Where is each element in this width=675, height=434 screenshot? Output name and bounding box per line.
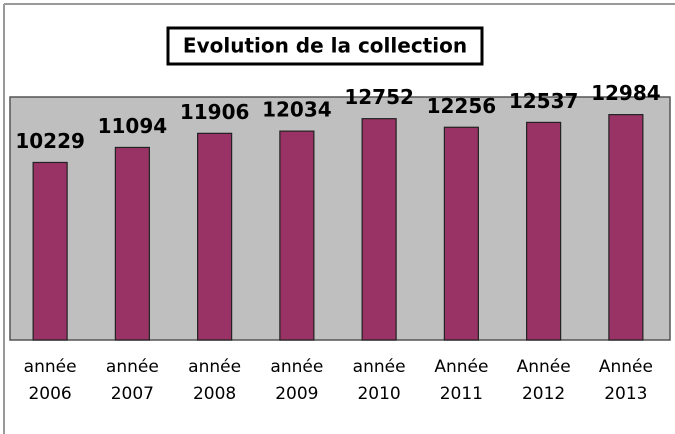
value-label: 12256	[427, 94, 497, 118]
bar	[114, 146, 150, 341]
x-tick-label: Année 2011	[434, 357, 489, 404]
bar	[32, 161, 68, 341]
title-box	[166, 26, 484, 66]
bar	[526, 121, 562, 341]
x-tick-label: Année 2012	[516, 357, 571, 404]
value-label: 11094	[98, 114, 168, 138]
x-tick-label: année 2008	[188, 357, 242, 404]
bar	[361, 118, 397, 341]
value-label: 11906	[180, 100, 250, 124]
value-label: 12537	[509, 89, 579, 113]
bar	[197, 132, 233, 341]
bar	[279, 130, 315, 341]
x-tick-label: année 2007	[105, 357, 159, 404]
bar	[608, 114, 644, 341]
value-label: 12984	[591, 81, 661, 105]
x-tick-label: Année 2013	[598, 357, 653, 404]
x-tick-label: année 2009	[270, 357, 324, 404]
bar	[443, 126, 479, 341]
chart-title: Evolution de la collection	[183, 34, 467, 58]
value-label: 12752	[344, 85, 414, 109]
x-tick-label: année 2010	[352, 357, 406, 404]
value-label: 10229	[15, 129, 85, 153]
x-tick-label: année 2006	[23, 357, 77, 404]
value-label: 12034	[262, 98, 332, 122]
